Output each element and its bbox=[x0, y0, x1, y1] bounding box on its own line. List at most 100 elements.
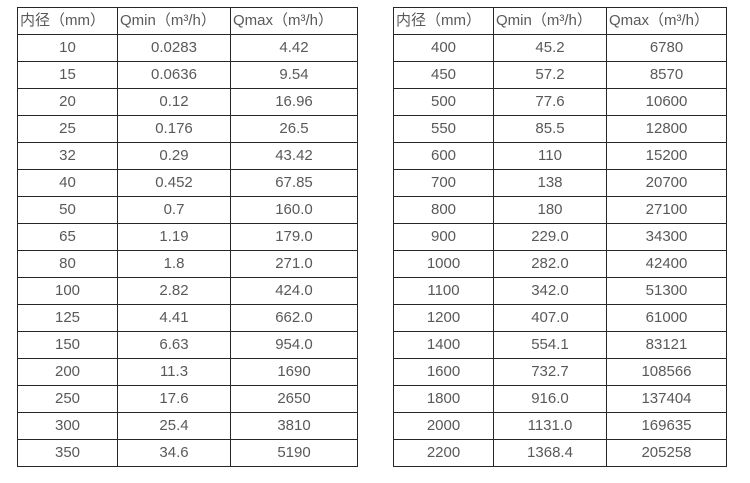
table-cell: 300 bbox=[17, 412, 118, 440]
header-inner-diameter: 内径（mm） bbox=[17, 7, 118, 35]
table-cell: 110 bbox=[493, 142, 607, 170]
table-cell: 169635 bbox=[606, 412, 727, 440]
table-cell: 77.6 bbox=[493, 88, 607, 116]
table-row: 32 0.29 43.42 bbox=[17, 142, 358, 170]
table-cell: 200 bbox=[17, 358, 118, 386]
table-row: 1600 732.7 108566 bbox=[393, 358, 727, 386]
table-cell: 271.0 bbox=[230, 250, 358, 278]
table-row: 2000 1131.0 169635 bbox=[393, 412, 727, 440]
header-qmax: Qmax（m³/h） bbox=[230, 7, 358, 35]
table-cell: 6.63 bbox=[117, 331, 231, 359]
table-cell: 34300 bbox=[606, 223, 727, 251]
table-cell: 550 bbox=[393, 115, 494, 143]
table-cell: 65 bbox=[17, 223, 118, 251]
table-cell: 662.0 bbox=[230, 304, 358, 332]
table-cell: 1.8 bbox=[117, 250, 231, 278]
table-cell: 27100 bbox=[606, 196, 727, 224]
table-body-right: 400 45.2 6780 450 57.2 8570 500 77.6 10600 550 85.… bbox=[393, 34, 727, 467]
table-row: 1400 554.1 83121 bbox=[393, 331, 727, 359]
table-cell: 916.0 bbox=[493, 385, 607, 413]
table-cell: 83121 bbox=[606, 331, 727, 359]
table-row: 500 77.6 10600 bbox=[393, 88, 727, 116]
table-cell: 8570 bbox=[606, 61, 727, 89]
table-row: 50 0.7 160.0 bbox=[17, 196, 358, 224]
table-cell: 45.2 bbox=[493, 34, 607, 62]
table-cell: 600 bbox=[393, 142, 494, 170]
table-row: 600 110 15200 bbox=[393, 142, 727, 170]
flow-table-left: 内径（mm） Qmin（m³/h） Qmax（m³/h） 10 0.0283 4.4… bbox=[17, 7, 358, 467]
header-qmin: Qmin（m³/h） bbox=[493, 7, 607, 35]
table-cell: 0.29 bbox=[117, 142, 231, 170]
table-cell: 15200 bbox=[606, 142, 727, 170]
table-cell: 10 bbox=[17, 34, 118, 62]
table-row: 10 0.0283 4.42 bbox=[17, 34, 358, 62]
table-cell: 1400 bbox=[393, 331, 494, 359]
table-cell: 11.3 bbox=[117, 358, 231, 386]
table-cell: 342.0 bbox=[493, 277, 607, 305]
table-cell: 0.12 bbox=[117, 88, 231, 116]
table-cell: 138 bbox=[493, 169, 607, 197]
table-cell: 42400 bbox=[606, 250, 727, 278]
table-cell: 57.2 bbox=[493, 61, 607, 89]
table-cell: 25 bbox=[17, 115, 118, 143]
table-cell: 10600 bbox=[606, 88, 727, 116]
table-row: 1000 282.0 42400 bbox=[393, 250, 727, 278]
table-cell: 50 bbox=[17, 196, 118, 224]
table-cell: 9.54 bbox=[230, 61, 358, 89]
flow-table-right: 内径（mm） Qmin（m³/h） Qmax（m³/h） 400 45.2 6780… bbox=[393, 7, 727, 467]
table-cell: 20700 bbox=[606, 169, 727, 197]
table-cell: 554.1 bbox=[493, 331, 607, 359]
table-row: 2200 1368.4 205258 bbox=[393, 439, 727, 467]
table-cell: 4.42 bbox=[230, 34, 358, 62]
table-cell: 0.176 bbox=[117, 115, 231, 143]
table-cell: 1690 bbox=[230, 358, 358, 386]
table-cell: 12800 bbox=[606, 115, 727, 143]
table-cell: 40 bbox=[17, 169, 118, 197]
table-row: 1100 342.0 51300 bbox=[393, 277, 727, 305]
table-cell: 500 bbox=[393, 88, 494, 116]
table-cell: 25.4 bbox=[117, 412, 231, 440]
table-cell: 3810 bbox=[230, 412, 358, 440]
table-cell: 2200 bbox=[393, 439, 494, 467]
table-body-left: 10 0.0283 4.42 15 0.0636 9.54 20 0.12 16.96 25 0.1… bbox=[17, 34, 358, 467]
table-cell: 450 bbox=[393, 61, 494, 89]
table-cell: 16.96 bbox=[230, 88, 358, 116]
table-row: 15 0.0636 9.54 bbox=[17, 61, 358, 89]
table-cell: 229.0 bbox=[493, 223, 607, 251]
table-row: 1200 407.0 61000 bbox=[393, 304, 727, 332]
table-cell: 1131.0 bbox=[493, 412, 607, 440]
table-row: 700 138 20700 bbox=[393, 169, 727, 197]
table-cell: 0.0283 bbox=[117, 34, 231, 62]
table-cell: 1.19 bbox=[117, 223, 231, 251]
table-cell: 150 bbox=[17, 331, 118, 359]
table-cell: 2650 bbox=[230, 385, 358, 413]
tables-container: 内径（mm） Qmin（m³/h） Qmax（m³/h） 10 0.0283 4.4… bbox=[17, 7, 727, 467]
table-row: 40 0.452 67.85 bbox=[17, 169, 358, 197]
table-row: 25 0.176 26.5 bbox=[17, 115, 358, 143]
table-cell: 424.0 bbox=[230, 277, 358, 305]
table-cell: 80 bbox=[17, 250, 118, 278]
table-cell: 1000 bbox=[393, 250, 494, 278]
table-cell: 125 bbox=[17, 304, 118, 332]
table-cell: 250 bbox=[17, 385, 118, 413]
table-cell: 0.0636 bbox=[117, 61, 231, 89]
table-row: 350 34.6 5190 bbox=[17, 439, 358, 467]
table-row: 250 17.6 2650 bbox=[17, 385, 358, 413]
table-cell: 15 bbox=[17, 61, 118, 89]
table-cell: 700 bbox=[393, 169, 494, 197]
header-inner-diameter: 内径（mm） bbox=[393, 7, 494, 35]
table-cell: 108566 bbox=[606, 358, 727, 386]
table-cell: 2.82 bbox=[117, 277, 231, 305]
table-cell: 17.6 bbox=[117, 385, 231, 413]
table-cell: 954.0 bbox=[230, 331, 358, 359]
table-cell: 732.7 bbox=[493, 358, 607, 386]
table-row: 80 1.8 271.0 bbox=[17, 250, 358, 278]
table-row: 550 85.5 12800 bbox=[393, 115, 727, 143]
table-cell: 0.452 bbox=[117, 169, 231, 197]
table-cell: 205258 bbox=[606, 439, 727, 467]
table-cell: 1368.4 bbox=[493, 439, 607, 467]
table-cell: 43.42 bbox=[230, 142, 358, 170]
table-cell: 1100 bbox=[393, 277, 494, 305]
table-cell: 51300 bbox=[606, 277, 727, 305]
